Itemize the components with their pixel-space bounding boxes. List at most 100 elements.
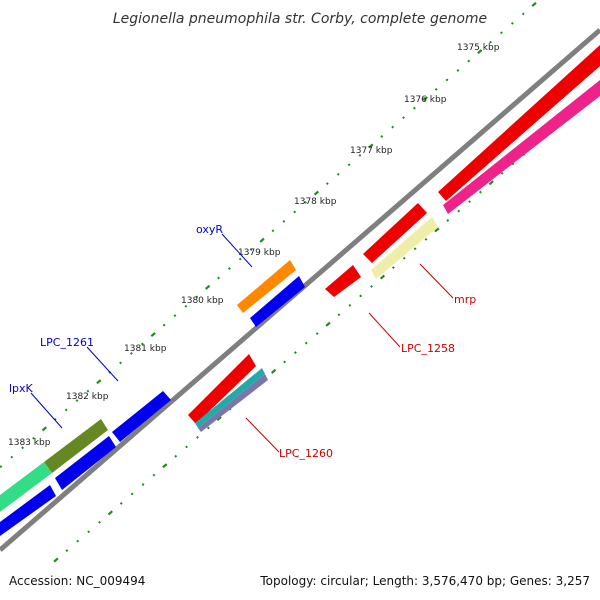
gene-blue-upper[interactable]	[250, 276, 305, 327]
label-leaders	[30, 233, 454, 453]
minor-tick	[468, 200, 471, 204]
minor-tick	[21, 446, 25, 450]
minor-tick	[184, 304, 188, 308]
label-lpc1258[interactable]: LPC_1258	[401, 342, 455, 355]
minor-tick	[174, 454, 178, 458]
minor-tick	[446, 219, 450, 222]
accession-text: Accession: NC_009494	[9, 574, 146, 588]
major-tick	[434, 227, 440, 233]
label-lpxK[interactable]: lpxK	[9, 382, 34, 395]
minor-tick	[64, 408, 68, 412]
gene-mint[interactable]	[0, 462, 52, 512]
map-title: Legionella pneumophila str. Corby, compl…	[113, 11, 487, 27]
tick-label: 1375 kbp	[457, 43, 500, 53]
tick-label: 1379 kbp	[238, 248, 281, 258]
major-tick	[216, 416, 222, 422]
forward-genes	[0, 45, 600, 536]
minor-tick	[119, 502, 123, 505]
minor-tick	[293, 210, 297, 214]
minor-tick	[380, 135, 384, 138]
minor-tick	[304, 201, 307, 204]
major-tick	[368, 143, 374, 149]
minor-tick	[412, 106, 416, 110]
tick-label: 1381 kbp	[124, 344, 167, 354]
gene-red-short[interactable]	[325, 265, 361, 297]
label-oxyR[interactable]: oxyR	[196, 223, 223, 236]
minor-tick	[86, 389, 90, 393]
major-tick	[96, 379, 102, 385]
minor-tick	[445, 78, 449, 82]
minor-tick	[511, 162, 515, 166]
major-tick	[477, 49, 483, 55]
minor-tick	[370, 285, 373, 288]
gene-red-upper[interactable]	[363, 203, 427, 263]
minor-tick	[10, 455, 14, 459]
gene-blue-left[interactable]	[0, 485, 56, 536]
minor-tick	[249, 248, 253, 252]
leader-lpxK	[30, 392, 63, 429]
minor-tick	[65, 549, 69, 552]
label-mrp[interactable]: mrp	[454, 293, 476, 306]
minor-tick	[315, 332, 319, 336]
genome-stats-text: Topology: circular; Length: 3,576,470 bp…	[260, 574, 590, 588]
major-tick	[313, 190, 320, 196]
minor-tick	[304, 341, 308, 345]
major-tick	[325, 321, 331, 327]
minor-tick	[130, 351, 133, 355]
minor-tick	[119, 361, 122, 365]
label-lpc1260[interactable]: LPC_1260	[279, 447, 333, 460]
gene-pale-yellow[interactable]	[371, 217, 438, 279]
minor-tick	[227, 267, 231, 270]
minor-tick	[402, 256, 406, 260]
minor-tick	[0, 465, 3, 468]
leader-lpc1258	[368, 312, 401, 348]
tick-label: 1383 kbp	[8, 438, 51, 448]
major-tick	[107, 510, 114, 516]
leader-lpc1261	[86, 346, 119, 382]
major-tick	[53, 557, 59, 563]
major-tick	[41, 426, 48, 432]
label-lpc1261[interactable]: LPC_1261	[40, 336, 94, 349]
tick-label: 1382 kbp	[66, 392, 109, 402]
minor-tick	[76, 539, 80, 543]
minor-tick	[152, 473, 156, 477]
leader-oxyR	[221, 233, 253, 268]
minor-tick	[500, 31, 503, 35]
minor-tick	[402, 116, 405, 120]
gene-slate[interactable]	[198, 374, 268, 432]
minor-tick	[358, 153, 362, 157]
minor-tick	[271, 229, 275, 233]
minor-tick	[87, 530, 91, 534]
minor-tick	[293, 351, 297, 354]
minor-tick	[457, 209, 461, 213]
minor-tick	[359, 294, 363, 298]
major-tick	[150, 332, 156, 338]
gene-magenta-long[interactable]	[443, 80, 600, 214]
major-tick	[422, 96, 428, 102]
minor-tick	[238, 257, 242, 261]
tick-labels: 1375 kbp 1376 kbp 1377 kbp 1378 kbp 1379…	[8, 43, 500, 448]
gene-labels: oxyR LPC_1261 lpxK mrp LPC_1258 LPC_1260	[9, 223, 476, 460]
gene-blue-lower[interactable]	[55, 436, 116, 490]
leader-lpc1260	[245, 417, 280, 453]
minor-tick	[185, 445, 188, 449]
minor-tick	[467, 59, 471, 63]
minor-tick	[521, 12, 525, 16]
minor-tick	[141, 483, 145, 486]
tick-label: 1377 kbp	[350, 146, 393, 156]
major-tick	[531, 1, 537, 7]
gene-teal[interactable]	[195, 368, 265, 428]
minor-tick	[196, 435, 199, 439]
minor-tick	[283, 360, 286, 364]
gene-oxyR-orange[interactable]	[237, 260, 296, 313]
gene-lpc1260-red[interactable]	[188, 354, 256, 424]
gene-lpxK-olive[interactable]	[44, 419, 108, 473]
minor-tick	[140, 342, 144, 346]
minor-tick	[434, 87, 438, 91]
gene-red-long[interactable]	[438, 45, 600, 201]
tick-label: 1376 kbp	[404, 95, 447, 105]
minor-tick	[347, 163, 351, 167]
minor-tick	[391, 266, 395, 270]
gene-lpc1261-blue[interactable]	[112, 391, 171, 442]
